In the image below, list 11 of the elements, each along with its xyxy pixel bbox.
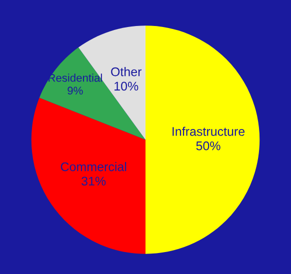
data-label: 31% (82, 176, 106, 186)
pie-slice (31, 98, 146, 254)
data-label: 9% (68, 86, 83, 95)
slice-label: Commercial (60, 162, 126, 172)
pie-slice (39, 47, 146, 140)
slice-label: Residential (48, 74, 102, 82)
slice-label: Other (111, 67, 142, 76)
data-label: 50% (196, 141, 220, 150)
data-label: 10% (114, 82, 138, 91)
slice-label: Infrastructure (172, 126, 245, 136)
pie-slice (146, 26, 260, 254)
